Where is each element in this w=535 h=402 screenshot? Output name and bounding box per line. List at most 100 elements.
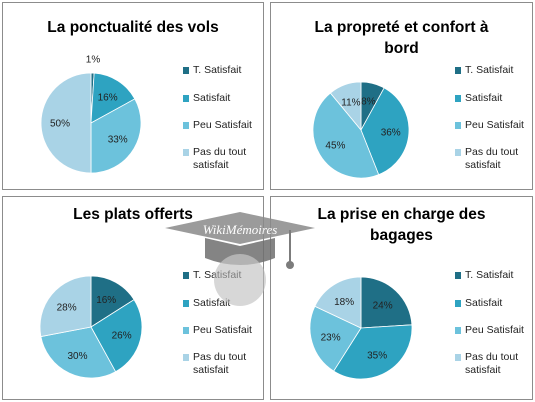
legend-label-line: Peu Satisfait [465, 119, 524, 131]
chart-panel-1: La ponctualité des vols 1% 16% 33% 50% T. S… [2, 2, 264, 190]
pie-data-label: 35% [367, 351, 387, 362]
legend-label-line: Satisfait [465, 297, 503, 309]
legend-label: Satisfait [465, 92, 502, 105]
pie-slice [309, 305, 362, 372]
legend-swatch [183, 354, 189, 361]
pie-slice [40, 326, 117, 379]
chart-panel-4: La prise en charge des bagages 24% 35% 23%… [270, 196, 533, 400]
legend-swatch [455, 272, 461, 279]
pie-slice [333, 324, 413, 380]
chart-title-line: La propreté et confort à [314, 19, 489, 36]
legend-swatch [455, 149, 461, 156]
legend-swatch [455, 300, 461, 307]
watermark-logo: WikiMémoires [165, 200, 315, 310]
pie-data-label: 8% [361, 97, 376, 108]
pie-data-label: 50% [50, 119, 70, 130]
pie-data-label: 36% [381, 127, 401, 138]
legend-label-line: Satisfait [465, 92, 503, 104]
legend-label-line: Pas du tout [465, 146, 519, 158]
legend-label-line: Peu Satisfait [465, 324, 524, 336]
legend-swatch [455, 122, 461, 129]
legend-swatch [183, 327, 189, 334]
pie-slice [90, 72, 136, 124]
legend-label: Pas du tout satisfait [193, 351, 246, 377]
legend-label: T. Satisfait [465, 269, 513, 282]
chart-title-line: bord [384, 40, 419, 57]
chart-title: Les plats offerts [3, 204, 263, 225]
pie-chart: 1% 16% 33% 50% [40, 55, 142, 174]
pie-data-label: 26% [112, 330, 132, 341]
legend-label: Satisfait [465, 297, 502, 310]
chart-panel-2: La propreté et confort à bord 8% 36% 45% 11… [270, 2, 533, 190]
watermark-text: WikiMémoires [202, 222, 278, 237]
legend-label: Pas du tout satisfait [465, 351, 518, 377]
legend-label: Peu Satisfait [193, 324, 252, 337]
legend-label-line: satisfait [193, 159, 229, 171]
pie-slice [90, 275, 135, 328]
chart-title-line: La prise en charge des [317, 206, 486, 223]
pie-slice [90, 98, 142, 174]
chart-title-line: La ponctualité des vols [47, 19, 219, 36]
pie-slice [360, 276, 413, 329]
legend-label: Satisfait [193, 297, 230, 310]
legend-swatch [183, 95, 189, 102]
pie-slice [360, 87, 410, 176]
pie-data-label: 16% [96, 295, 116, 306]
legend-label: T. Satisfait [193, 64, 241, 77]
chart-panel-3: Les plats offerts 16% 26% 30% 28% T. Satisf… [2, 196, 264, 400]
pie-data-label: 28% [57, 302, 77, 313]
legend-label-line: T. Satisfait [465, 269, 514, 281]
legend-label-line: Pas du tout [193, 146, 247, 158]
legend-label: Pas du tout satisfait [465, 146, 518, 172]
legend-swatch [183, 67, 189, 74]
legend-label-line: satisfait [465, 159, 501, 171]
legend-label-line: Satisfait [193, 92, 231, 104]
legend-label: T. Satisfait [465, 64, 513, 77]
chart-title-line: Les plats offerts [73, 206, 193, 223]
legend-label-line: satisfait [193, 364, 229, 376]
pie-chart: 8% 36% 45% 11% [312, 81, 410, 179]
pie-slice [312, 92, 380, 179]
legend-label-line: Pas du tout [465, 351, 519, 363]
legend-swatch [183, 300, 189, 307]
pie-slice [314, 276, 362, 329]
legend-label-line: T. Satisfait [193, 64, 242, 76]
graduation-cap-icon [165, 212, 315, 306]
pie-data-label: 45% [325, 141, 345, 152]
legend-label: Pas du tout satisfait [193, 146, 246, 172]
pie-chart: 16% 26% 30% 28% [39, 275, 143, 379]
legend-swatch [455, 327, 461, 334]
pie-data-label: 30% [67, 351, 87, 362]
chart-title: La ponctualité des vols [3, 17, 263, 38]
legend-label: Peu Satisfait [465, 324, 524, 337]
legend-label: Peu Satisfait [465, 119, 524, 132]
legend-label-line: satisfait [465, 364, 501, 376]
legend-swatch [455, 95, 461, 102]
legend-label-line: Peu Satisfait [193, 119, 252, 131]
legend-swatch [183, 272, 189, 279]
chart-title-line: bagages [370, 227, 433, 244]
pie-slice [329, 81, 362, 132]
pie-chart: 24% 35% 23% 18% [309, 276, 413, 380]
chart-title: La propreté et confort à bord [271, 17, 532, 59]
pie-data-label: 16% [98, 92, 118, 103]
pie-slice [40, 72, 92, 174]
legend-label: Peu Satisfait [193, 119, 252, 132]
pie-data-label: 11% [341, 98, 360, 109]
pie-data-label: 23% [321, 332, 341, 343]
legend-label: Satisfait [193, 92, 230, 105]
pie-data-label: 1% [86, 55, 101, 66]
pie-data-label: 18% [334, 297, 354, 308]
legend-swatch [455, 67, 461, 74]
legend-swatch [183, 122, 189, 129]
legend-label-line: T. Satisfait [465, 64, 514, 76]
legend-swatch [183, 149, 189, 156]
legend-label-line: Pas du tout [193, 351, 247, 363]
chart-title: La prise en charge des bagages [271, 204, 532, 246]
legend-label-line: Satisfait [193, 297, 231, 309]
legend-swatch [455, 354, 461, 361]
pie-slice [90, 299, 143, 373]
pie-slice [39, 275, 92, 338]
legend-label-line: Peu Satisfait [193, 324, 252, 336]
pie-data-label: 24% [373, 301, 393, 312]
